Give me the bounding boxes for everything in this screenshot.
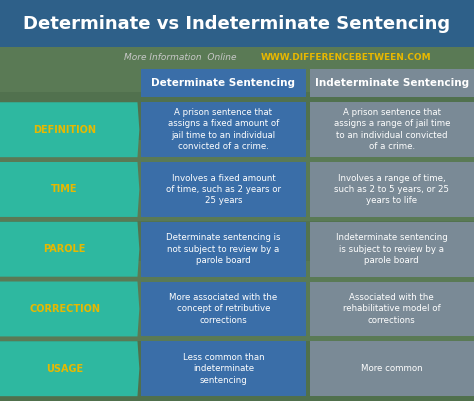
Bar (141, 69, 306, 97)
Text: A prison sentence that
assigns a range of jail time
to an individual convicted
o: A prison sentence that assigns a range o… (334, 108, 450, 152)
Text: PAROLE: PAROLE (44, 244, 86, 254)
Bar (0, 221, 474, 261)
Bar (141, 222, 306, 277)
Text: Associated with the
rehabilitative model of
corrections: Associated with the rehabilitative model… (343, 293, 440, 325)
Text: TIME: TIME (51, 184, 78, 194)
Bar (310, 222, 474, 277)
Bar (141, 341, 306, 396)
Text: Determinate sentencing is
not subject to review by a
parole board: Determinate sentencing is not subject to… (166, 233, 281, 265)
Polygon shape (0, 222, 139, 277)
Polygon shape (0, 162, 139, 217)
Text: More common: More common (361, 364, 423, 373)
Text: Involves a fixed amount
of time, such as 2 years or
25 years: Involves a fixed amount of time, such as… (166, 174, 281, 205)
Bar (310, 162, 474, 217)
Bar (310, 102, 474, 157)
Polygon shape (0, 282, 139, 336)
Bar (310, 341, 474, 396)
Text: Determinate vs Indeterminate Sentencing: Determinate vs Indeterminate Sentencing (23, 15, 451, 32)
Bar (310, 282, 474, 336)
Text: More associated with the
concept of retributive
corrections: More associated with the concept of retr… (169, 293, 278, 325)
Text: A prison sentence that
assigns a fixed amount of
jail time to an individual
conv: A prison sentence that assigns a fixed a… (168, 108, 279, 152)
Text: Less common than
indeterminate
sentencing: Less common than indeterminate sentencin… (182, 353, 264, 385)
Text: Indeterminate sentencing
is subject to review by a
parole board: Indeterminate sentencing is subject to r… (336, 233, 447, 265)
Text: Involves a range of time,
such as 2 to 5 years, or 25
years to life: Involves a range of time, such as 2 to 5… (334, 174, 449, 205)
Text: WWW.DIFFERENCEBETWEEN.COM: WWW.DIFFERENCEBETWEEN.COM (261, 53, 431, 63)
Text: CORRECTION: CORRECTION (29, 304, 100, 314)
Bar (141, 102, 306, 157)
Bar (310, 69, 474, 97)
Bar (0, 0, 474, 47)
Text: USAGE: USAGE (46, 364, 83, 374)
Text: Indeterminate Sentencing: Indeterminate Sentencing (315, 78, 469, 88)
Polygon shape (0, 341, 139, 396)
Text: More Information  Online: More Information Online (124, 53, 237, 63)
Bar (141, 162, 306, 217)
Bar (0, 341, 474, 401)
Text: DEFINITION: DEFINITION (33, 125, 96, 135)
Bar (141, 282, 306, 336)
Polygon shape (0, 102, 139, 157)
Text: Determinate Sentencing: Determinate Sentencing (152, 78, 295, 88)
Bar (0, 92, 474, 140)
